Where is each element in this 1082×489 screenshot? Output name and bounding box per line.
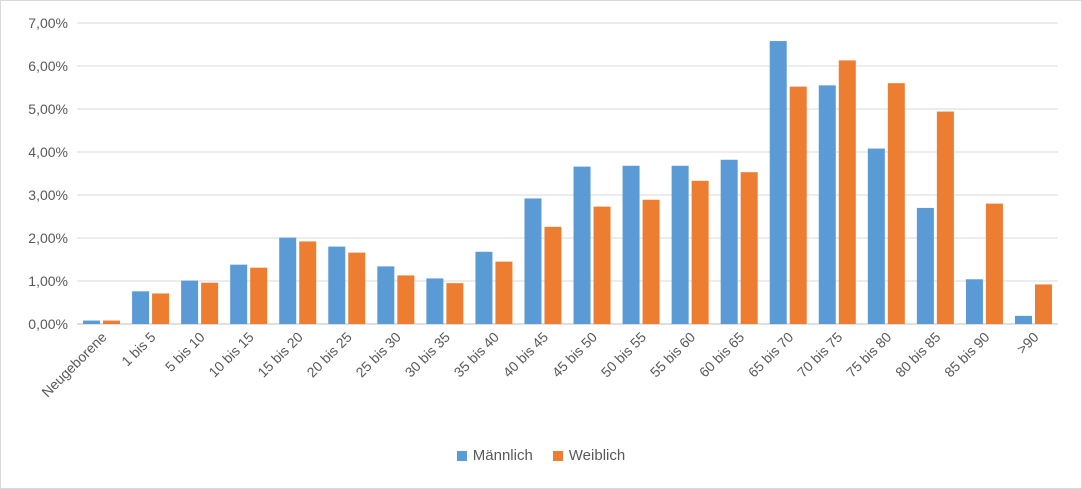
y-tick-label: 4,00%	[28, 144, 68, 160]
bar-male	[916, 207, 934, 324]
y-tick-label: 0,00%	[28, 316, 68, 332]
bar-male	[671, 165, 689, 324]
bar-male	[475, 251, 493, 324]
legend-swatch-female	[552, 450, 563, 461]
x-tick-label: 85 bis 90	[941, 329, 993, 381]
y-tick-label: 5,00%	[28, 101, 68, 117]
bar-male	[524, 198, 542, 324]
bar-male	[377, 266, 395, 324]
bar-male	[622, 165, 640, 324]
x-tick-label: 5 bis 10	[162, 329, 208, 375]
bar-male	[83, 320, 101, 324]
bar-female	[936, 111, 954, 324]
x-tick-label: 30 bis 35	[401, 329, 453, 381]
bar-female	[838, 60, 856, 324]
y-tick-label: 2,00%	[28, 230, 68, 246]
bar-female	[740, 172, 758, 324]
legend-label-female: Weiblich	[568, 447, 626, 464]
bar-female	[495, 261, 513, 324]
bar-female	[593, 206, 611, 324]
y-tick-label: 6,00%	[28, 58, 68, 74]
bar-female	[201, 282, 219, 324]
x-tick-label: 75 bis 80	[843, 329, 895, 381]
legend-item-male: Männlich	[456, 447, 533, 464]
bar-female	[691, 180, 709, 324]
bar-female	[299, 241, 317, 324]
legend: Männlich Weiblich	[0, 447, 1082, 464]
bar-male	[279, 237, 297, 324]
bar-male	[769, 41, 787, 325]
x-tick-label: 10 bis 15	[205, 329, 257, 381]
x-tick-label: 45 bis 50	[549, 329, 601, 381]
y-tick-label: 3,00%	[28, 187, 68, 203]
bar-male	[573, 166, 591, 324]
x-tick-label: 25 bis 30	[352, 329, 404, 381]
legend-item-female: Weiblich	[552, 447, 626, 464]
x-tick-label: 15 bis 20	[254, 329, 306, 381]
x-tick-label: 1 bis 5	[118, 329, 159, 370]
x-tick-label: 35 bis 40	[451, 329, 503, 381]
x-tick-label: 60 bis 65	[696, 329, 748, 381]
bar-male	[426, 278, 444, 324]
bar-female	[789, 86, 807, 324]
bar-female	[152, 293, 170, 324]
bar-female	[985, 203, 1003, 324]
bar-male	[867, 148, 885, 324]
x-tick-label: 20 bis 25	[303, 329, 355, 381]
bar-female	[397, 275, 415, 324]
bar-male	[1014, 315, 1032, 324]
bar-female	[348, 252, 366, 324]
bar-male	[230, 264, 248, 324]
bar-female	[544, 226, 562, 324]
x-tick-label: >90	[1013, 329, 1041, 357]
bar-female	[446, 283, 464, 324]
bar-male	[818, 85, 836, 324]
bar-male	[965, 279, 983, 324]
legend-swatch-male	[456, 450, 467, 461]
bar-female	[642, 199, 660, 324]
legend-label-male: Männlich	[472, 447, 533, 464]
x-tick-label: 70 bis 75	[794, 329, 846, 381]
bar-female	[103, 320, 121, 324]
y-tick-label: 1,00%	[28, 273, 68, 289]
y-tick-label: 7,00%	[28, 15, 68, 31]
bar-male	[181, 280, 199, 324]
bar-female	[1034, 284, 1052, 324]
bar-male	[328, 246, 346, 324]
x-tick-label: 55 bis 60	[647, 329, 699, 381]
x-tick-label: 50 bis 55	[598, 329, 650, 381]
bar-male	[720, 159, 738, 324]
x-tick-label: 80 bis 85	[892, 329, 944, 381]
x-tick-label: Neugeborene	[38, 329, 109, 400]
x-tick-label: 40 bis 45	[500, 329, 552, 381]
bar-female	[250, 267, 268, 324]
bar-male	[132, 291, 150, 324]
bar-female	[887, 83, 905, 324]
x-tick-label: 65 bis 70	[745, 329, 797, 381]
